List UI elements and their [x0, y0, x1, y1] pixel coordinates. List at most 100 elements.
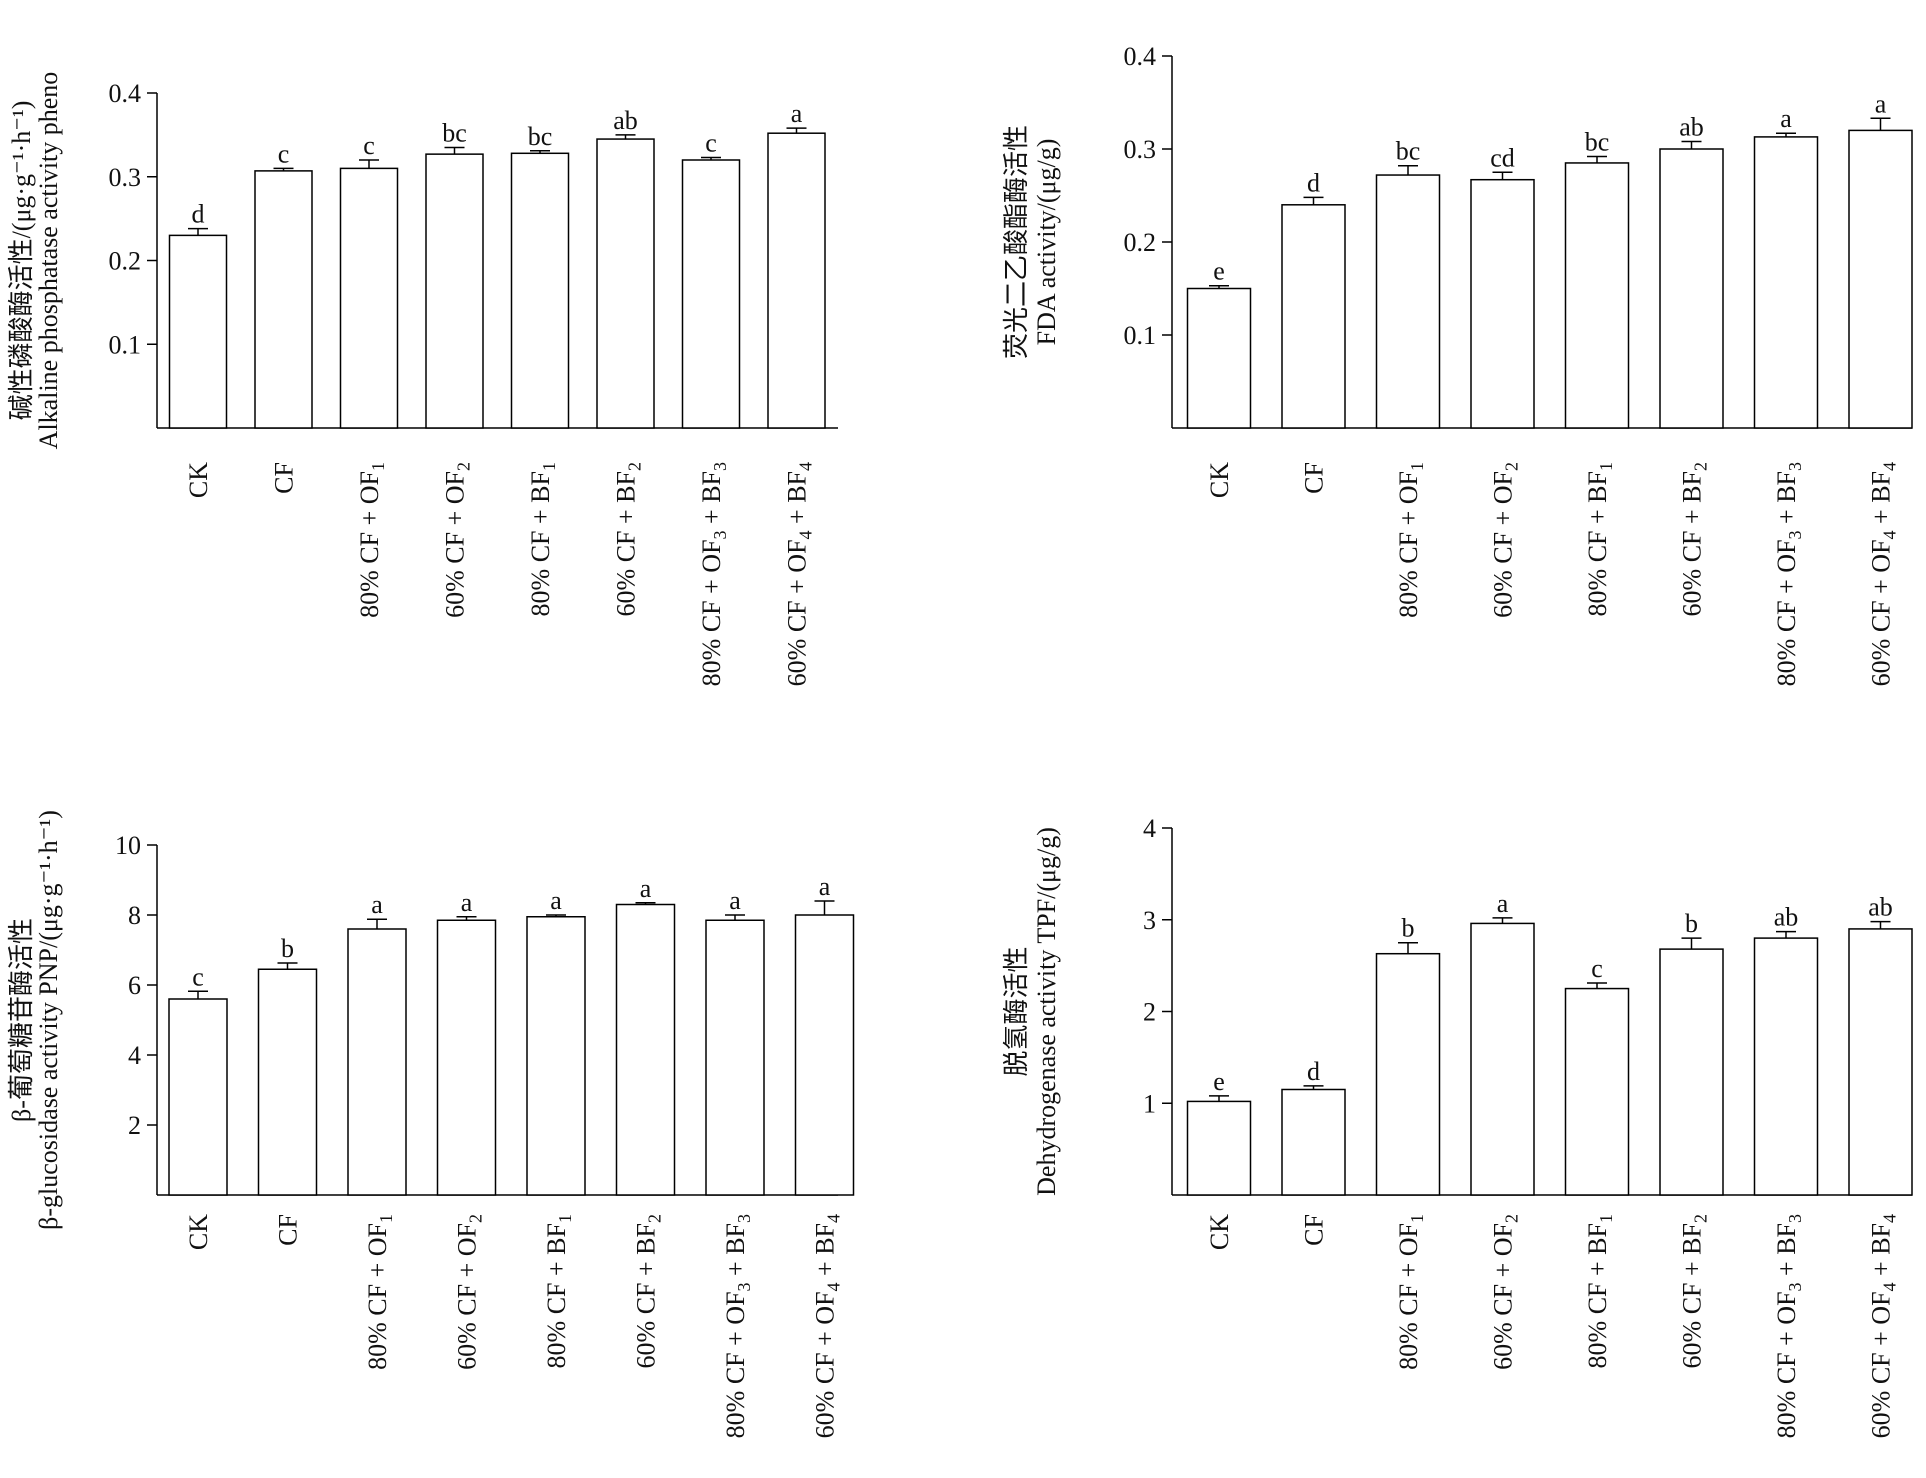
bar: [339, 167, 399, 429]
bar: [1848, 928, 1913, 1196]
y-tick-label: 0.2: [109, 247, 142, 276]
bar: [794, 914, 855, 1196]
significance-letter: ab: [1679, 113, 1704, 142]
bar: [705, 919, 765, 1196]
bar: [681, 159, 741, 429]
y-axis-label-en: FDA activity/(μg/g): [1032, 139, 1061, 346]
y-tick-label: 2: [128, 1111, 141, 1140]
y-tick-label: 0.4: [1124, 42, 1157, 71]
x-tick-label: 80% CF + OF1: [363, 1214, 396, 1370]
x-tick-label: 60% CF + OF4 + BF4: [783, 462, 816, 686]
significance-letter: a: [461, 888, 473, 917]
y-axis-label-cn: 碱性磷酸酶活性/(μg·g⁻¹·h⁻¹): [7, 101, 36, 421]
bar: [1659, 948, 1724, 1196]
bar: [1753, 136, 1819, 429]
bar: [1281, 204, 1346, 429]
significance-letter: d: [1307, 1057, 1320, 1086]
significance-letter: b: [281, 934, 294, 963]
y-tick-label: 0.3: [1124, 135, 1157, 164]
y-tick-label: 1: [1143, 1089, 1156, 1118]
y-tick-label: 0.4: [109, 79, 142, 108]
x-tick-label: 80% CF + OF1: [1394, 1214, 1427, 1370]
significance-letter: b: [1685, 909, 1698, 938]
bar: [1753, 937, 1819, 1196]
bar: [615, 903, 676, 1196]
y-tick-label: 0.3: [109, 163, 142, 192]
significance-letter: bc: [528, 122, 553, 151]
y-axis-label-en: Alkaline phosphatase activity pheno: [34, 72, 63, 450]
significance-letter: c: [705, 128, 717, 157]
bar: [596, 138, 655, 429]
bar: [1564, 987, 1630, 1196]
y-tick-label: 3: [1143, 906, 1156, 935]
bar: [1281, 1088, 1346, 1196]
bar: [526, 916, 586, 1196]
bar: [425, 153, 484, 429]
y-tick-label: 10: [115, 831, 141, 860]
y-tick-label: 0.1: [1124, 321, 1157, 350]
bar: [254, 170, 313, 429]
x-tick-label: 80% CF + BF1: [1583, 462, 1616, 616]
y-axis-label-cn: 荧光二乙酸酯酶活性: [1002, 125, 1031, 359]
significance-letter: a: [1875, 89, 1887, 118]
bar: [257, 968, 318, 1196]
significance-letter: bc: [442, 118, 467, 147]
y-tick-label: 8: [128, 901, 141, 930]
x-tick-label: CF: [1300, 1214, 1329, 1246]
significance-letter: d: [1307, 168, 1320, 197]
y-axis-label-en: β-glucosidase activity PNP/(μg·g⁻¹·h⁻¹): [34, 810, 63, 1230]
significance-letter: e: [1213, 1067, 1225, 1096]
significance-letter: a: [640, 874, 652, 903]
x-tick-label: 80% CF + OF1: [1394, 462, 1427, 618]
y-tick-label: 4: [128, 1041, 141, 1070]
x-tick-label: 60% CF + OF4 + BF4: [811, 1214, 844, 1438]
significance-letter: a: [371, 890, 383, 919]
x-tick-label: 80% CF + OF1: [355, 462, 388, 618]
x-tick-label: 60% CF + OF2: [1489, 462, 1522, 618]
bar: [1186, 1100, 1252, 1196]
y-axis-label-en: Dehydrogenase activity TPF/(μg/g): [1032, 827, 1061, 1196]
y-axis-label-cn: β-葡萄糖苷酶活性: [7, 918, 36, 1122]
significance-letter: cd: [1490, 143, 1515, 172]
x-tick-label: 80% CF + OF3 + BF3: [697, 462, 730, 686]
x-tick-label: 60% CF + OF2: [441, 462, 474, 618]
bar: [1375, 952, 1441, 1196]
significance-letter: ab: [1774, 903, 1799, 932]
significance-letter: ab: [1868, 893, 1893, 922]
bar: [1848, 129, 1913, 429]
x-tick-label: 60% CF + OF2: [1489, 1214, 1522, 1370]
x-tick-label: CF: [270, 462, 299, 494]
y-tick-label: 0.1: [109, 330, 142, 359]
significance-letter: c: [192, 962, 204, 991]
significance-letter: c: [363, 131, 375, 160]
x-tick-label: 80% CF + OF3 + BF3: [1772, 1214, 1805, 1438]
x-tick-label: 60% CF + OF4 + BF4: [1867, 462, 1900, 686]
significance-letter: a: [729, 886, 741, 915]
x-tick-label: CK: [184, 462, 213, 498]
panel-dehydrogenase: 1 2 3 4 脱氢酶活性 Dehydrogenase activity TPF/(μg/…: [1002, 814, 1913, 1438]
significance-letter: bc: [1396, 137, 1421, 166]
bar: [168, 998, 228, 1196]
bar: [1470, 922, 1535, 1196]
significance-letter: a: [791, 99, 803, 128]
significance-letter: a: [819, 872, 831, 901]
panel-alkaline-phosphatase: 0.1 0.2 0.3 0.4 碱性磷酸酶活性/(μg·g⁻¹·h⁻¹)Alkaline…: [7, 72, 838, 686]
bar: [347, 928, 407, 1196]
x-tick-label: CF: [1300, 462, 1329, 494]
significance-letter: e: [1213, 257, 1225, 286]
bar: [1375, 174, 1441, 429]
panel-fda: 0.1 0.2 0.3 0.4 荧光二乙酸酯酶活性 FDA activity/(μg/g)…: [1002, 42, 1913, 686]
x-tick-label: CK: [184, 1214, 213, 1250]
bar: [767, 132, 826, 429]
significance-letter: b: [1402, 914, 1415, 943]
significance-letter: c: [278, 139, 290, 168]
y-tick-label: 2: [1143, 998, 1156, 1027]
bar: [1186, 287, 1252, 429]
x-tick-label: 60% CF + OF2: [453, 1214, 486, 1370]
significance-letter: a: [550, 886, 562, 915]
bar: [1564, 162, 1630, 429]
y-tick-label: 6: [128, 971, 141, 1000]
significance-letter: a: [1497, 889, 1509, 918]
